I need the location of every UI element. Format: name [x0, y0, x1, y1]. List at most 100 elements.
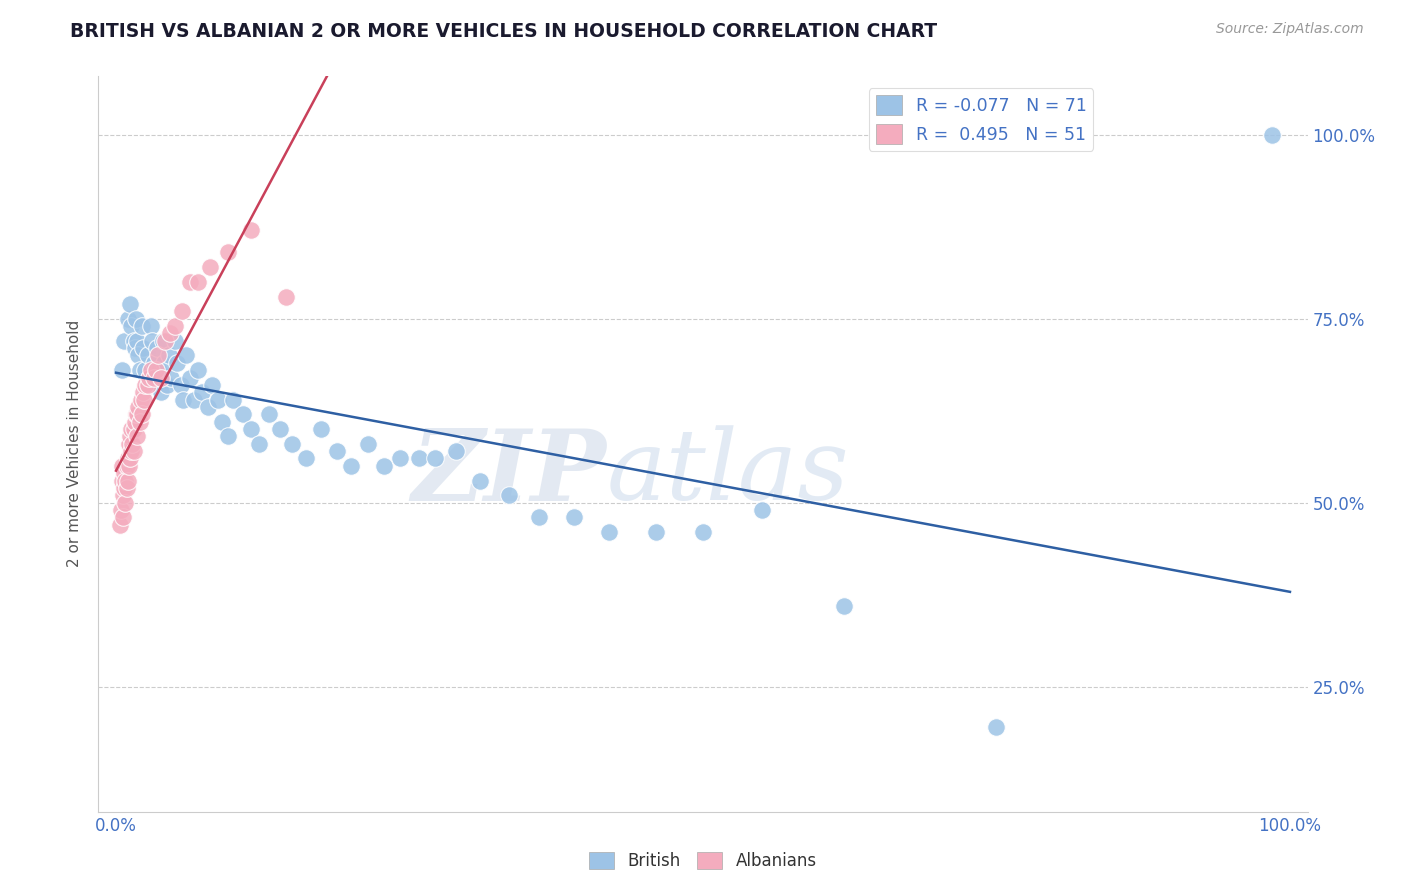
- Point: [127, 429, 149, 443]
- Point: [141, 334, 163, 348]
- Point: [163, 318, 186, 333]
- Point: [142, 370, 165, 384]
- Point: [357, 437, 380, 451]
- Point: [120, 422, 142, 436]
- Point: [468, 474, 491, 488]
- Point: [527, 510, 550, 524]
- Point: [281, 437, 304, 451]
- Point: [197, 400, 219, 414]
- Point: [198, 260, 221, 275]
- Point: [170, 304, 193, 318]
- Legend: British, Albanians: British, Albanians: [582, 845, 824, 877]
- Point: [201, 378, 224, 392]
- Point: [127, 407, 149, 422]
- Point: [141, 363, 163, 377]
- Point: [128, 363, 150, 377]
- Point: [179, 370, 201, 384]
- Point: [111, 363, 134, 377]
- Point: [122, 444, 145, 458]
- Point: [111, 458, 134, 473]
- Point: [124, 415, 146, 429]
- Point: [131, 407, 153, 422]
- Point: [187, 275, 209, 289]
- Point: [134, 363, 156, 377]
- Point: [222, 392, 245, 407]
- Point: [217, 429, 239, 443]
- Point: [257, 407, 280, 422]
- Point: [183, 392, 205, 407]
- Point: [138, 370, 160, 384]
- Point: [145, 370, 167, 384]
- Point: [124, 341, 146, 355]
- Point: [446, 444, 468, 458]
- Point: [373, 458, 395, 473]
- Point: [114, 474, 136, 488]
- Point: [160, 370, 183, 384]
- Point: [125, 311, 148, 326]
- Point: [136, 378, 159, 392]
- Point: [166, 356, 188, 370]
- Point: [120, 318, 142, 333]
- Point: [217, 245, 239, 260]
- Point: [117, 311, 139, 326]
- Point: [146, 341, 169, 355]
- Point: [187, 363, 209, 377]
- Point: [145, 363, 167, 377]
- Point: [120, 451, 142, 466]
- Point: [122, 422, 145, 436]
- Point: [598, 524, 620, 539]
- Point: [108, 517, 131, 532]
- Point: [155, 334, 177, 348]
- Point: [128, 415, 150, 429]
- Point: [129, 392, 152, 407]
- Point: [149, 385, 172, 400]
- Text: Source: ZipAtlas.com: Source: ZipAtlas.com: [1216, 22, 1364, 37]
- Point: [148, 348, 170, 362]
- Point: [111, 474, 134, 488]
- Point: [131, 318, 153, 333]
- Point: [157, 348, 180, 362]
- Point: [211, 415, 233, 429]
- Point: [986, 720, 1008, 734]
- Point: [340, 458, 363, 473]
- Point: [176, 348, 198, 362]
- Point: [134, 392, 156, 407]
- Point: [311, 422, 333, 436]
- Point: [127, 334, 149, 348]
- Point: [134, 378, 156, 392]
- Point: [112, 510, 135, 524]
- Point: [136, 348, 159, 362]
- Point: [122, 334, 145, 348]
- Point: [115, 481, 138, 495]
- Point: [751, 503, 773, 517]
- Point: [121, 437, 143, 451]
- Point: [155, 378, 177, 392]
- Point: [1261, 128, 1284, 142]
- Point: [562, 510, 585, 524]
- Point: [120, 429, 142, 443]
- Point: [118, 458, 141, 473]
- Point: [276, 289, 298, 303]
- Point: [163, 334, 186, 348]
- Point: [127, 400, 149, 414]
- Point: [247, 437, 270, 451]
- Point: [159, 326, 181, 341]
- Point: [172, 392, 194, 407]
- Point: [115, 458, 138, 473]
- Point: [389, 451, 412, 466]
- Point: [138, 370, 160, 384]
- Point: [148, 363, 170, 377]
- Text: ZIP: ZIP: [412, 425, 606, 522]
- Point: [425, 451, 447, 466]
- Point: [179, 275, 201, 289]
- Point: [832, 599, 855, 613]
- Point: [295, 451, 318, 466]
- Point: [645, 524, 668, 539]
- Point: [120, 297, 142, 311]
- Text: BRITISH VS ALBANIAN 2 OR MORE VEHICLES IN HOUSEHOLD CORRELATION CHART: BRITISH VS ALBANIAN 2 OR MORE VEHICLES I…: [70, 22, 938, 41]
- Point: [169, 378, 191, 392]
- Point: [408, 451, 430, 466]
- Point: [240, 223, 263, 237]
- Point: [141, 318, 163, 333]
- Point: [117, 474, 139, 488]
